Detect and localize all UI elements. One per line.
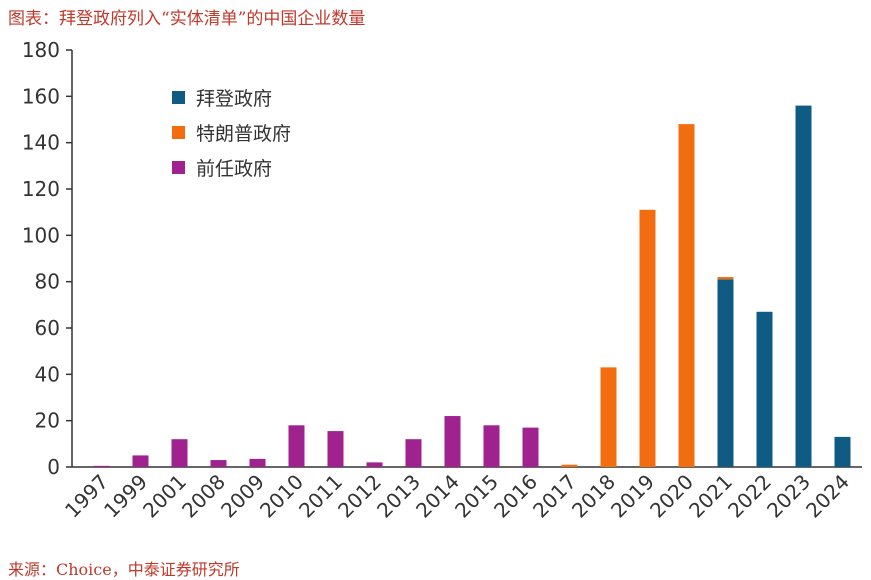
y-axis-ticks: 0 20 40 60 80 100 120 140 160 180 [22,38,72,479]
legend-swatch-biden [172,91,185,104]
bar-2014-previous [444,416,461,467]
y-tick-label: 180 [22,38,60,62]
legend-label-previous: 前任政府 [196,158,273,180]
bar-2015-previous [483,425,500,467]
legend: 拜登政府 特朗普政府 前任政府 [172,80,291,185]
x-tick-label: 2023 [762,470,815,523]
x-tick-label: 2019 [606,470,659,523]
y-tick-label: 60 [35,316,60,340]
bar-2021-trump [717,277,734,280]
chart-title: 图表：拜登政府列入“实体清单”的中国企业数量 [8,9,366,29]
legend-label-biden: 拜登政府 [196,88,273,110]
y-tick-label: 160 [22,84,60,108]
bar-2020-trump [678,124,695,467]
source-note: 来源：Choice，中泰证券研究所 [8,560,240,579]
legend-swatch-trump [172,126,185,139]
x-tick-label: 2009 [216,470,269,523]
bar-2019-trump [639,209,656,467]
x-tick-label: 2012 [333,470,386,523]
bar-2012-previous [366,462,383,467]
y-tick-label: 140 [22,131,60,155]
bar-2008-previous [210,460,227,467]
x-tick-label: 2018 [567,470,620,523]
x-tick-label: 2010 [255,470,308,523]
y-tick-label: 40 [35,362,60,386]
x-tick-label: 2011 [294,470,347,523]
bar-2009-previous [249,458,266,467]
bar-1999-previous [132,455,149,467]
x-tick-label: 2017 [528,470,581,523]
x-tick-label: 1999 [99,470,152,523]
bar-1997-previous [93,465,110,467]
bar-2023-biden [795,105,812,467]
bar-2001-previous [171,439,188,467]
bar-2022-biden [756,311,773,467]
x-tick-label: 2008 [177,470,230,523]
x-tick-label: 2021 [684,470,737,523]
bar-2011-previous [327,431,344,467]
bar-2010-previous [288,425,305,467]
bar-2013-previous [405,439,422,467]
y-tick-label: 80 [35,270,60,294]
x-tick-label: 1997 [60,470,113,523]
legend-swatch-previous [172,161,185,174]
x-tick-label: 2022 [723,470,776,523]
x-tick-label: 2020 [645,470,698,523]
bar-2018-trump [600,367,617,467]
bar-2017-trump [561,464,578,467]
legend-label-trump: 特朗普政府 [196,123,292,145]
bar-2016-previous [522,427,539,467]
y-tick-label: 120 [22,177,60,201]
bar-2024-biden [834,436,851,467]
legend-item-biden: 拜登政府 [172,80,291,115]
bar-2021-biden [717,279,734,467]
x-axis-ticks: 1997199920012008200920102011201220132014… [60,470,854,523]
x-tick-label: 2015 [450,470,503,523]
x-tick-label: 2014 [411,470,464,523]
x-tick-label: 2001 [138,470,191,523]
y-tick-label: 0 [47,455,60,479]
chart-bars [93,105,851,467]
y-tick-label: 20 [35,409,60,433]
x-tick-label: 2024 [801,470,854,523]
y-tick-label: 100 [22,223,60,247]
x-tick-label: 2013 [372,470,425,523]
x-tick-label: 2016 [489,470,542,523]
legend-item-previous: 前任政府 [172,150,291,185]
legend-item-trump: 特朗普政府 [172,115,291,150]
